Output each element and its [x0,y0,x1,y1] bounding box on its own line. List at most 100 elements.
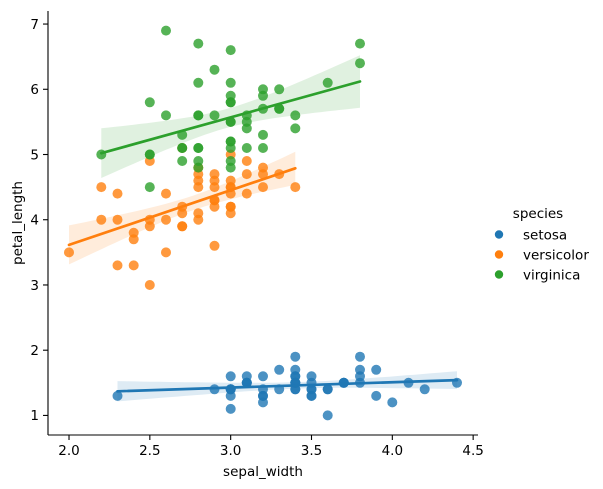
legend-entry-setosa: setosa [494,227,567,243]
versicolor-point [209,169,220,180]
legend-entry-virginica: virginica [494,267,580,283]
versicolor-point [112,260,123,271]
virginica-point [193,77,204,88]
virginica-point [258,129,268,140]
setosa-point [306,390,317,401]
versicolor-legend-label: versicolor [523,247,589,263]
virginica-point [161,25,171,36]
x-tick-label: 3.0 [220,443,241,459]
axes [43,11,478,440]
virginica-point [322,77,333,88]
setosa-point [258,371,268,382]
versicolor-point [128,260,139,271]
setosa-point [387,397,398,408]
x-tick-label: 4.0 [382,443,403,459]
legend: species setosa versicolor virginica [494,206,589,283]
versicolor-point [258,182,268,193]
x-tick-label: 2.5 [139,443,160,459]
versicolor-point [96,182,107,193]
virginica-point [225,97,236,108]
x-tick-label: 2.0 [58,443,79,459]
y-tick-label: 2 [30,343,39,359]
setosa-point [241,377,252,388]
setosa-point [112,390,123,401]
versicolor-point [241,169,252,180]
x-axis-label: sepal_width [223,464,303,480]
y-tick-labels: 1 2 3 4 5 6 7 [30,17,39,424]
virginica-point [225,77,236,88]
versicolor-point [290,182,301,193]
virginica-legend-label: virginica [523,267,580,283]
virginica-point [144,182,155,193]
virginica-point [225,162,236,173]
y-axis-label: petal_length [10,181,26,265]
virginica-point [355,58,365,69]
setosa-point [322,410,333,421]
versicolor-point [258,162,268,173]
versicolor-point [161,214,171,225]
virginica-points [96,25,365,193]
versicolor-point [96,214,107,225]
versicolor-point [64,247,74,258]
virginica-point [193,143,204,153]
virginica-point [355,38,365,49]
versicolor-point [112,188,123,199]
x-tick-label: 4.5 [462,443,483,459]
legend-entry-versicolor: versicolor [494,247,589,263]
setosa-point [306,371,317,382]
setosa-legend-marker-icon [494,230,504,239]
virginica-point [193,38,204,49]
virginica-point [177,156,188,166]
versicolor-point [209,182,220,193]
y-tick-label: 6 [30,82,39,98]
virginica-point [258,143,268,153]
virginica-point [241,143,252,153]
virginica-point [209,110,220,121]
virginica-point [258,90,268,101]
virginica-point [274,103,285,114]
virginica-point [274,84,285,95]
versicolor-point [112,214,123,225]
versicolor-point [225,175,236,186]
virginica-point [241,123,252,134]
versicolor-point [241,188,252,199]
versicolor-legend-marker-icon [494,250,504,259]
virginica-point [177,143,188,153]
versicolor-point [128,234,139,245]
virginica-point [161,110,171,121]
setosa-point [290,351,301,362]
y-tick-label: 3 [30,278,39,294]
virginica-point [290,110,301,121]
versicolor-point [144,280,155,290]
setosa-regression-line [116,378,459,393]
virginica-point [290,123,301,134]
versicolor-point [193,182,204,193]
x-tick-label: 3.5 [301,443,322,459]
setosa-point [371,364,382,375]
setosa-point [371,390,382,401]
virginica-point [144,97,155,108]
versicolor-point [161,188,171,199]
virginica-point [193,110,204,121]
versicolor-point [161,247,171,258]
y-tick-label: 4 [30,213,39,229]
setosa-point [419,384,430,395]
x-tick-labels: 2.0 2.5 3.0 3.5 4.0 4.5 [58,443,484,459]
setosa-point [322,384,333,395]
virginica-point [144,149,155,160]
virginica-point [193,162,204,173]
setosa-point [225,403,236,414]
versicolor-point [241,156,252,166]
virginica-legend-marker-icon [494,270,504,279]
legend-title: species [513,206,563,222]
virginica-point [209,64,220,75]
setosa-point [274,364,285,375]
virginica-point [225,45,236,56]
setosa-point [355,371,365,382]
versicolor-point [225,201,236,212]
setosa-legend-label: setosa [523,227,567,243]
setosa-point [225,371,236,382]
versicolor-point [209,240,220,251]
versicolor-point [177,221,188,232]
